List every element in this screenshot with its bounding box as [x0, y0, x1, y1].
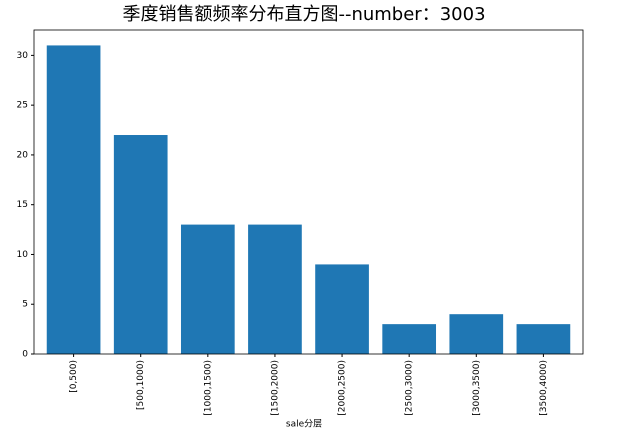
x-tick-label: [2500,3000): [405, 360, 415, 416]
y-tick-label: 10: [17, 250, 29, 260]
x-tick-label: [500,1000): [136, 360, 146, 410]
bar: [46, 45, 101, 355]
bar: [382, 324, 437, 354]
chart-title: 季度销售额频率分布直方图--number：3003: [122, 4, 485, 25]
bar: [516, 324, 571, 354]
y-tick-label: 15: [17, 200, 28, 210]
bar: [180, 224, 235, 354]
x-tick-label: [1500,2000): [270, 360, 280, 416]
x-tick-label: [3000,3500): [472, 360, 482, 416]
y-tick-label: 5: [22, 300, 28, 310]
y-tick-label: 0: [22, 350, 28, 360]
bar: [113, 135, 168, 354]
x-tick-label: [3500,4000): [539, 360, 549, 416]
y-tick-label: 20: [17, 150, 29, 160]
x-tick-label: [2000,2500): [338, 360, 348, 416]
x-axis-label: sale分层: [286, 419, 322, 430]
y-tick-label: 30: [17, 51, 29, 61]
y-tick-label: 25: [17, 101, 28, 111]
x-tick-label: [0,500): [69, 360, 79, 393]
plot-frame: [33, 29, 584, 355]
bar: [248, 224, 302, 354]
x-tick-label: [1000,1500): [203, 360, 213, 416]
bar: [449, 314, 504, 354]
bar: [315, 264, 369, 354]
